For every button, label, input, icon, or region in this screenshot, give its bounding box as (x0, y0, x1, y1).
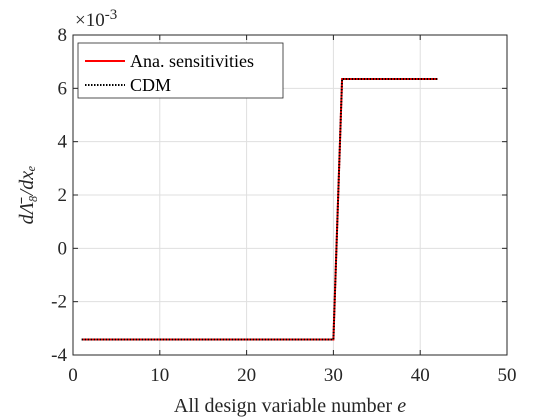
x-tick-label: 40 (411, 365, 430, 386)
x-tick-label: 30 (324, 365, 343, 386)
x-tick-label: 50 (498, 365, 517, 386)
legend: Ana. sensitivities CDM (77, 42, 284, 99)
y-exponent: ×10-3 (75, 7, 117, 31)
x-axis-label-var: e (397, 395, 406, 417)
x-tick-label: 10 (150, 365, 169, 386)
x-tick-label: 20 (237, 365, 256, 386)
y-tick-label: 2 (58, 185, 68, 206)
y-tick-label: 6 (58, 78, 68, 99)
x-tick-label: 0 (68, 365, 78, 386)
series-line-cdm (81, 78, 438, 341)
y-tick-label: 8 (58, 25, 68, 46)
y-exponent-base: ×10 (75, 10, 105, 31)
y-tick-label: -4 (51, 345, 67, 366)
series-layer (81, 78, 438, 341)
y-tick-label: 0 (58, 238, 68, 259)
y-axis-label: dΛ̄₈/dxₑ (16, 166, 38, 225)
ticks: 0 10 20 30 40 50 -4 -2 0 2 4 6 8 (51, 25, 516, 386)
legend-box (77, 42, 284, 99)
legend-label-cdm: CDM (130, 75, 171, 95)
x-axis-label: All design variable number e (174, 395, 406, 417)
y-exponent-power: -3 (105, 7, 118, 23)
legend-label-ana: Ana. sensitivities (130, 51, 254, 71)
y-tick-label: 4 (58, 132, 68, 153)
x-axis-label-text: All design variable number (174, 395, 397, 417)
y-tick-label: -2 (51, 292, 67, 313)
